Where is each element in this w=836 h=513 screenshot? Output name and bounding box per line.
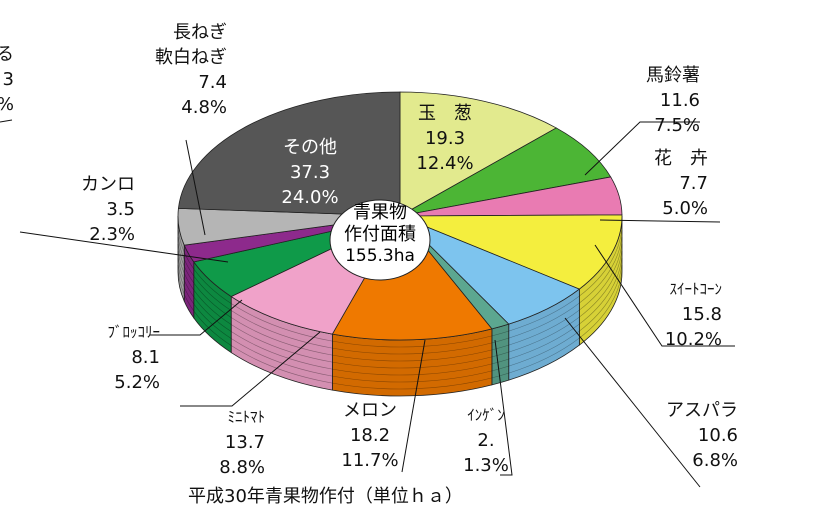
percent-label: 10.2%	[610, 327, 722, 352]
value-label: 11.6	[600, 88, 700, 113]
category-name: カンロ	[45, 172, 135, 197]
value-label: 19.3	[400, 126, 490, 151]
slice-label: 花 卉7.75.0%	[620, 146, 708, 221]
value-label: 3.5	[45, 197, 135, 222]
percent-label: 7.5%	[600, 113, 700, 138]
percent-label: 12.4%	[400, 151, 490, 176]
category-name: その他	[255, 135, 365, 160]
value-label: 37.3	[255, 160, 365, 185]
value-label: 10.6	[620, 423, 738, 448]
percent-label: 2.3%	[45, 222, 135, 247]
value-label: 7.4	[95, 70, 227, 95]
percent-label: 4.8%	[95, 95, 227, 120]
value-label: 2.	[455, 428, 517, 453]
value-label: 13.7	[175, 430, 265, 455]
category-name: ﾌﾞﾛｯｺﾘｰ	[70, 320, 160, 345]
cutoff-label: る3%	[0, 42, 14, 117]
category-name: ｽｲｰﾄｺｰﾝ	[610, 277, 722, 302]
category-name: メロン	[325, 398, 415, 423]
total-label: 155.3ha	[330, 246, 430, 266]
category-name: ｲﾝｹﾞﾝ	[455, 403, 517, 428]
chart-title: 平成30年青果物作付（単位ｈａ）	[188, 484, 463, 509]
category-name: アスパラ	[620, 398, 738, 423]
percent-label: 6.8%	[620, 448, 738, 473]
value-label: 18.2	[325, 423, 415, 448]
category-name: 馬鈴薯	[600, 63, 700, 88]
slice-label: 馬鈴薯11.67.5%	[600, 63, 700, 138]
category-name: 長ねぎ 軟白ねぎ	[95, 20, 227, 70]
percent-label: 24.0%	[255, 185, 365, 210]
cutoff-text: る	[0, 42, 14, 67]
slice-label: アスパラ10.66.8%	[620, 398, 738, 473]
percent-label: 5.0%	[620, 196, 708, 221]
percent-label: 1.3%	[455, 453, 517, 478]
cutoff-text: %	[0, 92, 14, 117]
percent-label: 11.7%	[325, 448, 415, 473]
chart: 平成30年青果物作付（単位ｈａ） 青果物 作付面積155.3ha玉 葱19.31…	[0, 0, 836, 513]
value-label: 15.8	[610, 302, 722, 327]
category-name: 花 卉	[620, 146, 708, 171]
slice-label: ｲﾝｹﾞﾝ2.1.3%	[455, 403, 517, 478]
value-label: 7.7	[620, 171, 708, 196]
category-name: 玉 葱	[400, 101, 490, 126]
percent-label: 8.8%	[175, 455, 265, 480]
category-name: ﾐﾆﾄﾏﾄ	[175, 405, 265, 430]
cutoff-leader	[0, 120, 12, 122]
cutoff-text: 3	[0, 67, 14, 92]
percent-label: 5.2%	[70, 370, 160, 395]
value-label: 8.1	[70, 345, 160, 370]
